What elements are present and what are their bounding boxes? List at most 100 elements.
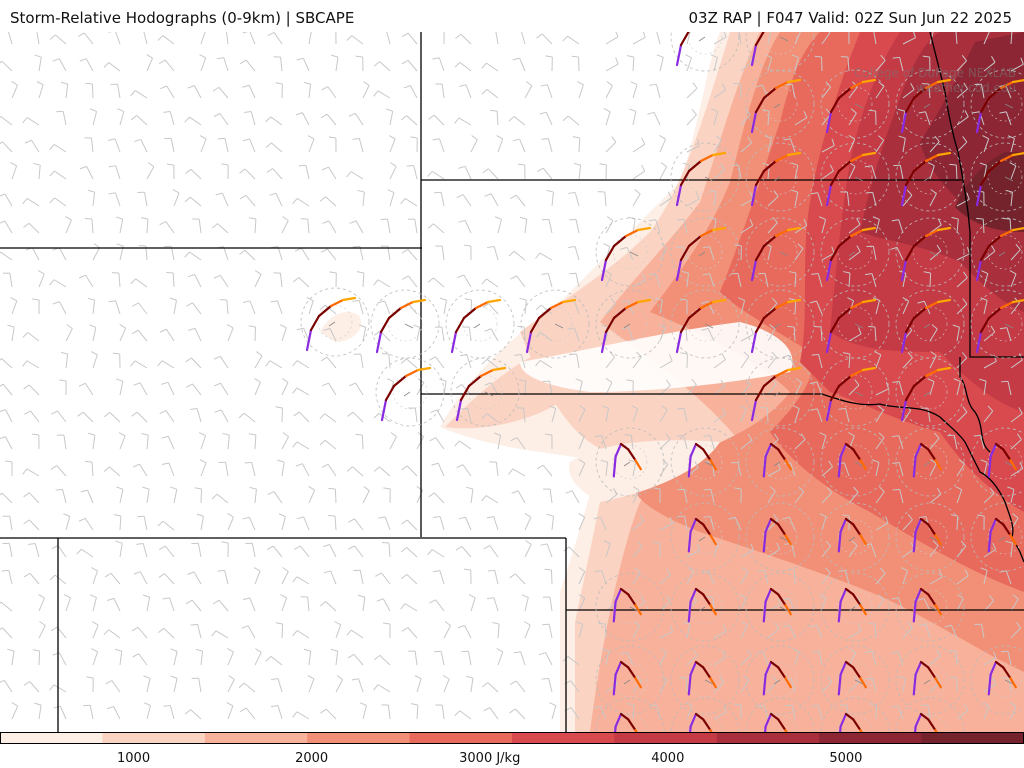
hodograph-ring-inner: [762, 519, 798, 555]
hodograph-ring-inner: [912, 589, 948, 625]
wind-barb-flag: [307, 135, 315, 140]
hodograph-ring: [375, 357, 445, 427]
wind-barb-staff: [872, 678, 877, 693]
wind-barb-flag: [662, 459, 669, 465]
wind-barb-flag: [680, 352, 688, 355]
hodograph-ring-inner: [612, 589, 648, 625]
wind-barb-flag: [540, 543, 548, 546]
hodograph-segment: [999, 300, 1015, 310]
wind-barb-staff: [170, 138, 175, 153]
wind-barb-flag: [253, 567, 261, 572]
wind-barb-staff: [29, 681, 40, 693]
wind-barb-staff: [328, 220, 337, 234]
wind-barb-staff: [848, 251, 861, 261]
wind-barb-flag: [594, 435, 603, 438]
wind-barb-staff: [11, 84, 19, 99]
wind-barb-staff: [441, 84, 445, 99]
wind-barb-flag: [157, 35, 164, 41]
wind-barb-flag: [626, 379, 634, 382]
wind-barb-staff: [818, 354, 823, 369]
wind-barb-staff: [4, 193, 13, 207]
hodograph-ring-inner: [387, 306, 423, 342]
wind-barb-flag: [373, 90, 379, 97]
wind-barb-flag: [429, 437, 436, 442]
wind-barb-staff: [902, 138, 906, 153]
wind-barb-flag: [701, 327, 709, 331]
wind-barb-flag: [492, 621, 500, 625]
wind-barb-staff: [249, 597, 256, 612]
hodograph-segment: [927, 593, 937, 607]
wind-barb-staff: [224, 138, 229, 153]
wind-barb-staff: [254, 218, 257, 234]
hodograph-ring: [670, 32, 740, 72]
wind-barb-flag: [265, 142, 272, 148]
wind-barb-staff: [686, 198, 700, 207]
wind-barb-staff: [659, 464, 669, 477]
hodograph-segment: [900, 183, 908, 207]
wind-barb-flag: [648, 273, 656, 276]
wind-barb-staff: [632, 111, 637, 126]
hodograph-segment: [919, 712, 930, 721]
hodograph-segment: [750, 110, 758, 134]
wind-barb-flag: [818, 216, 826, 220]
storm-motion-vector: [328, 321, 336, 327]
wind-barb-flag: [787, 325, 795, 328]
wind-barb-staff: [794, 382, 802, 396]
wind-barb-staff: [57, 545, 67, 558]
hodograph-segment: [627, 718, 637, 732]
wind-barb-flag: [1020, 57, 1024, 65]
hodograph-segment: [604, 316, 616, 334]
wind-barb-flag: [809, 381, 817, 385]
wind-barb-flag: [907, 513, 913, 520]
wind-barb-flag: [185, 168, 192, 174]
wind-barb-flag: [661, 243, 668, 249]
wind-barb-staff: [219, 356, 229, 369]
wind-barb-flag: [292, 576, 298, 583]
wind-barb-staff: [378, 412, 391, 423]
wind-barb-flag: [723, 32, 727, 38]
wind-barb-flag: [545, 55, 553, 58]
wind-barb-flag: [734, 487, 742, 490]
wind-barb-flag: [877, 405, 884, 411]
wind-barb-staff: [686, 57, 693, 72]
hodograph: [595, 697, 665, 732]
wind-barb-staff: [254, 570, 261, 585]
wind-barb-staff: [955, 650, 958, 666]
wind-barb-staff: [1008, 678, 1012, 693]
wind-barb-flag: [322, 166, 329, 171]
wind-barb-flag: [248, 433, 256, 436]
wind-barb-flag: [682, 162, 690, 166]
wind-barb-staff: [114, 192, 121, 207]
hodograph-segment: [975, 183, 983, 207]
wind-barb-staff: [605, 303, 616, 315]
wind-barb-staff: [377, 684, 391, 693]
wind-barb-flag: [964, 110, 969, 117]
wind-barb-flag: [963, 271, 968, 278]
hodograph: [895, 645, 965, 715]
wind-barb-flag: [275, 82, 283, 85]
wind-barb-staff: [381, 572, 391, 585]
hodograph-ring: [745, 427, 815, 497]
hodograph-segment: [999, 80, 1015, 90]
wind-barb-flag: [76, 548, 82, 555]
map-panel[interactable]: College of DuPage NEXLAB weather.cod.edu: [0, 32, 1024, 732]
wind-barb-staff: [281, 597, 288, 612]
hodograph-segment: [309, 314, 321, 332]
wind-barb-flag: [186, 383, 193, 388]
wind-barb-flag: [990, 244, 996, 252]
wind-barb-staff: [193, 571, 202, 585]
hodograph-ring-inner: [762, 32, 798, 55]
hodograph-segment: [561, 298, 577, 304]
wind-barb-flag: [772, 216, 778, 223]
wind-barb-flag: [199, 54, 206, 59]
wind-barb-flag: [987, 405, 994, 412]
state-borders: [0, 32, 1024, 732]
wind-barb-staff: [9, 273, 13, 288]
hodograph-segment: [769, 712, 780, 721]
hodograph: [520, 289, 590, 359]
storm-motion-vector: [1004, 461, 1014, 467]
wind-barb-staff: [38, 57, 42, 72]
wind-barb-staff: [1010, 273, 1017, 288]
hodograph-segment: [852, 718, 862, 732]
wind-barb-flag: [49, 279, 55, 286]
